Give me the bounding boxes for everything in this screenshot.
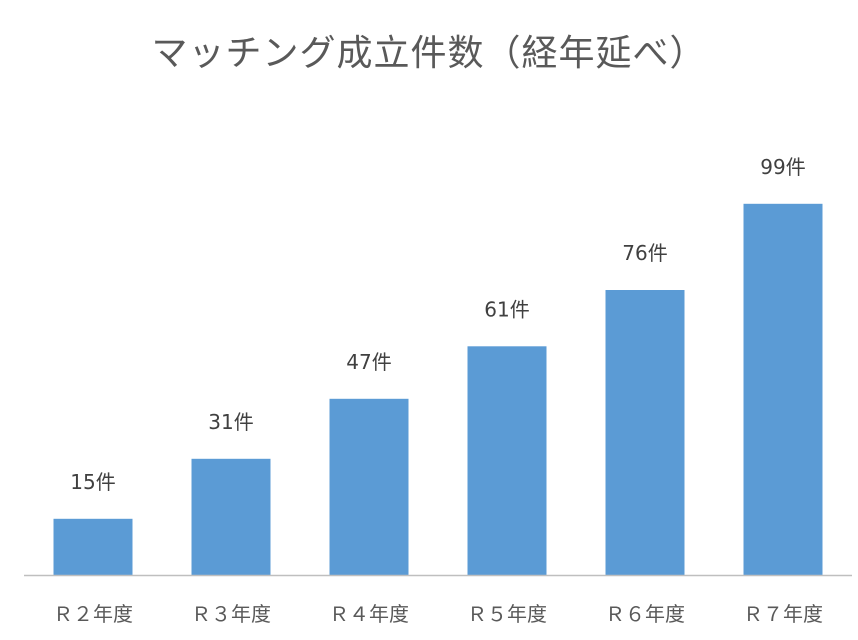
data-label-5: 76件 <box>622 241 667 265</box>
data-label-1: 15件 <box>70 470 115 494</box>
x-tick-label-6: Ｒ７年度 <box>743 602 823 626</box>
bar-2 <box>191 458 271 576</box>
bar-6 <box>743 203 823 576</box>
bar-1 <box>53 518 133 576</box>
data-label-3: 47件 <box>346 350 391 374</box>
data-label-6: 99件 <box>760 155 805 179</box>
x-tick-label-3: Ｒ４年度 <box>329 602 409 626</box>
data-label-2: 31件 <box>208 410 253 434</box>
bars-layer <box>53 203 823 576</box>
x-tick-label-2: Ｒ３年度 <box>191 602 271 626</box>
x-tick-label-1: Ｒ２年度 <box>53 602 133 626</box>
x-tick-labels-layer: Ｒ２年度 Ｒ３年度 Ｒ４年度 Ｒ５年度 Ｒ６年度 Ｒ７年度 <box>53 602 823 626</box>
bar-5 <box>605 290 685 575</box>
x-tick-label-4: Ｒ５年度 <box>467 602 547 626</box>
data-labels-layer: 15件 31件 47件 61件 76件 99件 <box>70 155 805 494</box>
chart-title: マッチング成立件数（経年延べ） <box>151 33 707 74</box>
bar-4 <box>467 346 547 576</box>
bar-3 <box>329 398 409 576</box>
x-tick-label-5: Ｒ６年度 <box>605 602 685 626</box>
data-label-4: 61件 <box>484 297 529 321</box>
